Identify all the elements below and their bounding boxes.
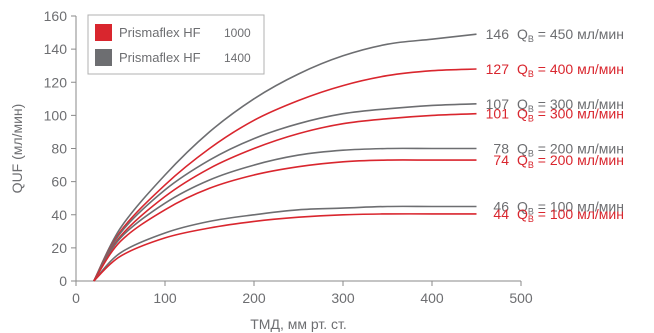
legend-swatch <box>95 49 112 66</box>
flow-value: = 400 мл/мин <box>534 61 624 77</box>
series-line-2 <box>93 68 477 282</box>
x-axis-label: ТМД, мм рт. ст. <box>250 316 346 332</box>
y-tick-label: 140 <box>44 41 68 57</box>
flow-label: QB = 100 мл/мин <box>517 206 624 224</box>
value-label: 44 <box>493 206 509 222</box>
value-label: 127 <box>486 61 510 77</box>
value-label: 78 <box>493 141 509 157</box>
x-tick-label: 400 <box>420 290 444 306</box>
y-tick-label: 80 <box>51 141 67 157</box>
flow-symbol: Q <box>517 61 528 77</box>
x-tick-label: 100 <box>153 290 177 306</box>
legend-box <box>87 14 265 75</box>
flow-symbol: Q <box>517 26 528 42</box>
legend-model: 1000 <box>224 26 251 40</box>
y-tick-label: 120 <box>44 74 68 90</box>
flow-symbol: Q <box>517 141 528 157</box>
legend-name: Prismaflex HF <box>119 25 201 40</box>
y-tick-label: 0 <box>59 273 67 289</box>
flow-value: = 300 мл/мин <box>534 106 624 122</box>
flow-subscript: B <box>528 214 534 224</box>
flow-subscript: B <box>528 206 534 216</box>
value-label: 107 <box>486 96 510 112</box>
series-line-1 <box>93 33 477 282</box>
flow-value: = 200 мл/мин <box>534 141 624 157</box>
x-tick-label: 500 <box>509 290 533 306</box>
flow-value: = 200 мл/мин <box>534 152 624 168</box>
flow-label: QB = 200 мл/мин <box>517 152 624 170</box>
flow-symbol: Q <box>517 96 528 112</box>
flow-symbol: Q <box>517 206 528 222</box>
series-line-5 <box>93 147 477 282</box>
series-line-8 <box>93 213 477 282</box>
flow-symbol: Q <box>517 152 528 168</box>
legend: Prismaflex HF 1000 Prismaflex HF 1400 <box>87 14 265 75</box>
y-axis-label: QUF (мл/мин) <box>9 104 25 194</box>
flow-value: = 450 мл/мин <box>534 26 624 42</box>
flow-label: QB = 300 мл/мин <box>517 96 624 114</box>
flow-label: QB = 450 мл/мин <box>517 26 624 44</box>
value-label: 74 <box>493 152 509 168</box>
flow-subscript: B <box>528 34 534 44</box>
curves <box>93 33 477 282</box>
series-line-6 <box>93 159 477 282</box>
series-line-4 <box>93 112 477 282</box>
flow-label: QB = 400 мл/мин <box>517 61 624 79</box>
y-tick-label: 100 <box>44 107 68 123</box>
y-tick-label: 20 <box>51 240 67 256</box>
legend-model: 1400 <box>224 51 251 65</box>
series-line-3 <box>93 103 477 282</box>
flow-subscript: B <box>528 114 534 124</box>
flow-subscript: B <box>528 160 534 170</box>
x-tick-label: 300 <box>331 290 355 306</box>
axes: 0 20 40 60 80 100 120 140 160 0 100 200 300 400 500 <box>44 8 533 306</box>
y-tick-label: 160 <box>44 8 68 24</box>
flow-value: = 100 мл/мин <box>534 198 624 214</box>
flow-symbol: Q <box>517 198 528 214</box>
flow-symbol: Q <box>517 106 528 122</box>
legend-swatch <box>95 24 112 41</box>
flow-label: QB = 200 мл/мин <box>517 141 624 159</box>
series-line-7 <box>93 205 477 282</box>
flow-value: = 300 мл/мин <box>534 96 624 112</box>
legend-name: Prismaflex HF <box>119 50 201 65</box>
x-tick-label: 0 <box>72 290 80 306</box>
value-label: 46 <box>493 198 509 214</box>
y-tick-label: 60 <box>51 174 67 190</box>
flow-subscript: B <box>528 104 534 114</box>
x-tick-label: 200 <box>242 290 266 306</box>
flow-subscript: B <box>528 149 534 159</box>
flow-label: QB = 300 мл/мин <box>517 106 624 124</box>
value-label: 146 <box>486 26 510 42</box>
flow-value: = 100 мл/мин <box>534 206 624 222</box>
flow-subscript: B <box>528 69 534 79</box>
value-label: 101 <box>486 106 510 122</box>
y-tick-label: 40 <box>51 207 67 223</box>
flow-label: QB = 100 мл/мин <box>517 198 624 216</box>
